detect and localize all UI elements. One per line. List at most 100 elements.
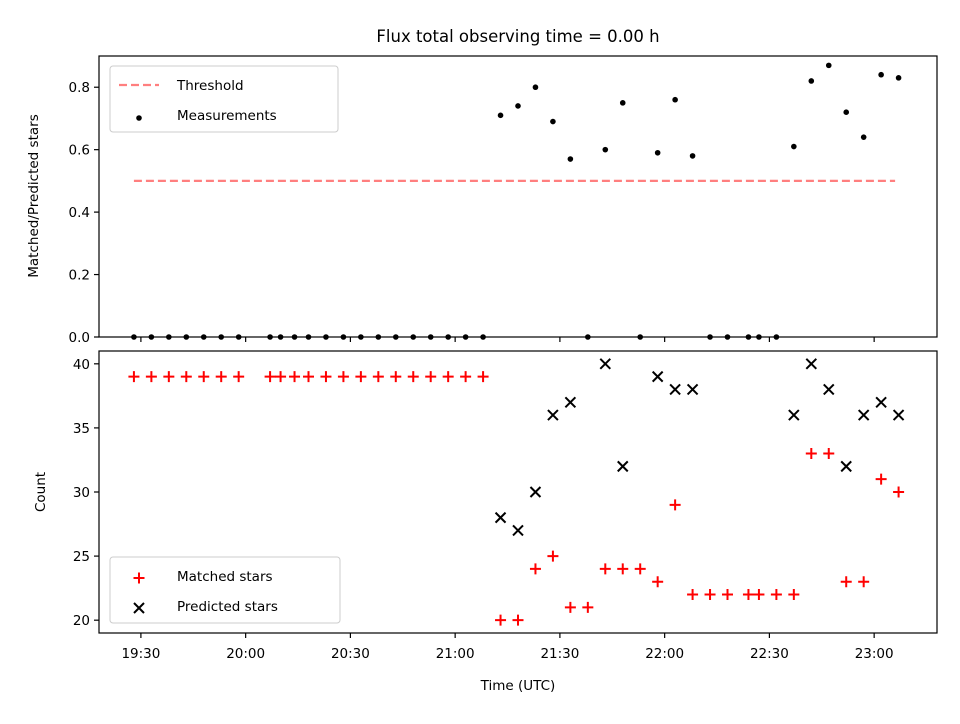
predicted-star-point [564, 396, 577, 408]
matched-star-point [495, 614, 507, 626]
predicted-star-point [892, 409, 905, 421]
top-panel-axes: 0.0 0.2 0.4 0.6 0.8 [69, 55, 938, 346]
matched-star-point [390, 371, 402, 383]
x-tick-label: 22:00 [645, 646, 684, 662]
matched-star-point [442, 371, 454, 383]
measurement-point [550, 118, 556, 125]
matched-star-point [547, 550, 559, 562]
series-0 [128, 371, 905, 626]
y-tick-label: 0.8 [69, 80, 90, 96]
legend-box [109, 65, 339, 133]
plot-frame [98, 55, 938, 338]
measurement-point [808, 78, 815, 84]
y-tick-label: 20 [73, 613, 90, 629]
matched-star-point [805, 448, 817, 460]
matched-star-point [337, 371, 349, 383]
x-tick-label: 20:30 [331, 646, 370, 662]
measurement-point [895, 75, 902, 81]
measurement-point [860, 134, 867, 140]
matched-star-point [788, 589, 800, 601]
predicted-star-point [547, 409, 559, 421]
top-panel: 0.0 0.2 0.4 0.6 0.8 Threshold Measurements Ma… [26, 55, 938, 346]
predicted-star-point [805, 358, 818, 370]
x-tick-label: 22:30 [750, 646, 789, 662]
matched-star-point [180, 371, 192, 383]
bottom-panel-legend: Matched stars Predicted stars [109, 556, 341, 624]
x-axis-label: Time (UTC) [480, 678, 556, 694]
matched-star-point [704, 589, 716, 601]
matched-star-point [669, 499, 681, 511]
measurement-point [515, 103, 521, 109]
x-tick-label: 20:00 [226, 646, 265, 662]
measurement-point [532, 84, 539, 91]
bottom-panel-marks [128, 358, 905, 626]
y-tick-label: 30 [73, 485, 90, 501]
y-tick-label: 0.0 [69, 330, 90, 346]
bottom-y-axis-label: Count [33, 472, 49, 512]
matched-star-point [512, 614, 524, 626]
y-tick-label: 0.4 [69, 205, 90, 221]
predicted-star-point [669, 383, 681, 396]
measurement-point [619, 100, 626, 106]
matched-star-point [858, 576, 870, 588]
predicted-star-point [857, 409, 870, 421]
matched-star-point [652, 576, 664, 588]
measurement-point [843, 109, 850, 115]
legend-dot-swatch [136, 115, 142, 121]
matched-star-point [529, 563, 541, 575]
matched-star-point [742, 589, 754, 601]
measurement-point [654, 149, 661, 156]
matched-star-point [460, 371, 472, 383]
bottom-panel-axes: 20 25 30 35 40 19:30 20:00 20:30 21:00 21:30 22:00… [73, 350, 938, 662]
matched-star-point [215, 371, 227, 383]
predicted-star-point [823, 383, 835, 396]
matched-star-point [770, 589, 782, 601]
predicted-star-point [529, 486, 542, 498]
measurement-point [791, 143, 797, 150]
matched-star-point [320, 371, 332, 383]
predicted-star-point [788, 409, 800, 421]
matched-star-point [840, 576, 852, 588]
x-tick-label: 21:30 [540, 646, 579, 662]
legend-label: Measurements [177, 108, 277, 124]
top-panel-legend: Threshold Measurements [109, 65, 339, 133]
matched-star-point [425, 371, 437, 383]
predicted-star-point [840, 460, 852, 473]
matched-star-point [564, 601, 576, 613]
top-y-axis-label: Matched/Predicted stars [26, 114, 42, 277]
matched-star-point [264, 371, 276, 383]
matched-star-point [128, 371, 140, 383]
y-tick-label: 25 [73, 549, 90, 565]
matched-star-point [687, 589, 699, 601]
legend-plus-swatch [133, 572, 145, 584]
chart-title: Flux total observing time = 0.00 h [376, 27, 659, 46]
matched-star-point [753, 589, 765, 601]
matched-star-point [407, 371, 419, 383]
x-tick-label: 21:00 [436, 646, 475, 662]
x-tick-label: 19:30 [121, 646, 160, 662]
x-tick-label: 23:00 [855, 646, 894, 662]
matched-star-point [582, 601, 594, 613]
predicted-star-point [512, 524, 524, 537]
matched-star-point [355, 371, 367, 383]
matched-star-point [823, 448, 835, 460]
predicted-star-point [599, 358, 611, 370]
predicted-star-point [651, 370, 664, 383]
matched-star-point [372, 371, 384, 383]
legend-label: Predicted stars [177, 599, 278, 615]
matched-star-point [634, 563, 646, 575]
matched-star-point [198, 371, 210, 383]
legend-label: Threshold [176, 78, 244, 94]
measurement-point [825, 62, 832, 69]
measurement-point [672, 96, 678, 103]
predicted-star-point [617, 460, 629, 473]
measurement-point [567, 156, 574, 162]
matched-star-point [289, 371, 301, 383]
measurement-point [602, 146, 609, 153]
matched-star-point [722, 589, 733, 601]
matched-star-point [893, 486, 905, 498]
matched-star-point [477, 371, 489, 383]
measurement-point [497, 112, 504, 119]
matched-star-point [875, 473, 887, 485]
legend-label: Matched stars [177, 569, 273, 585]
